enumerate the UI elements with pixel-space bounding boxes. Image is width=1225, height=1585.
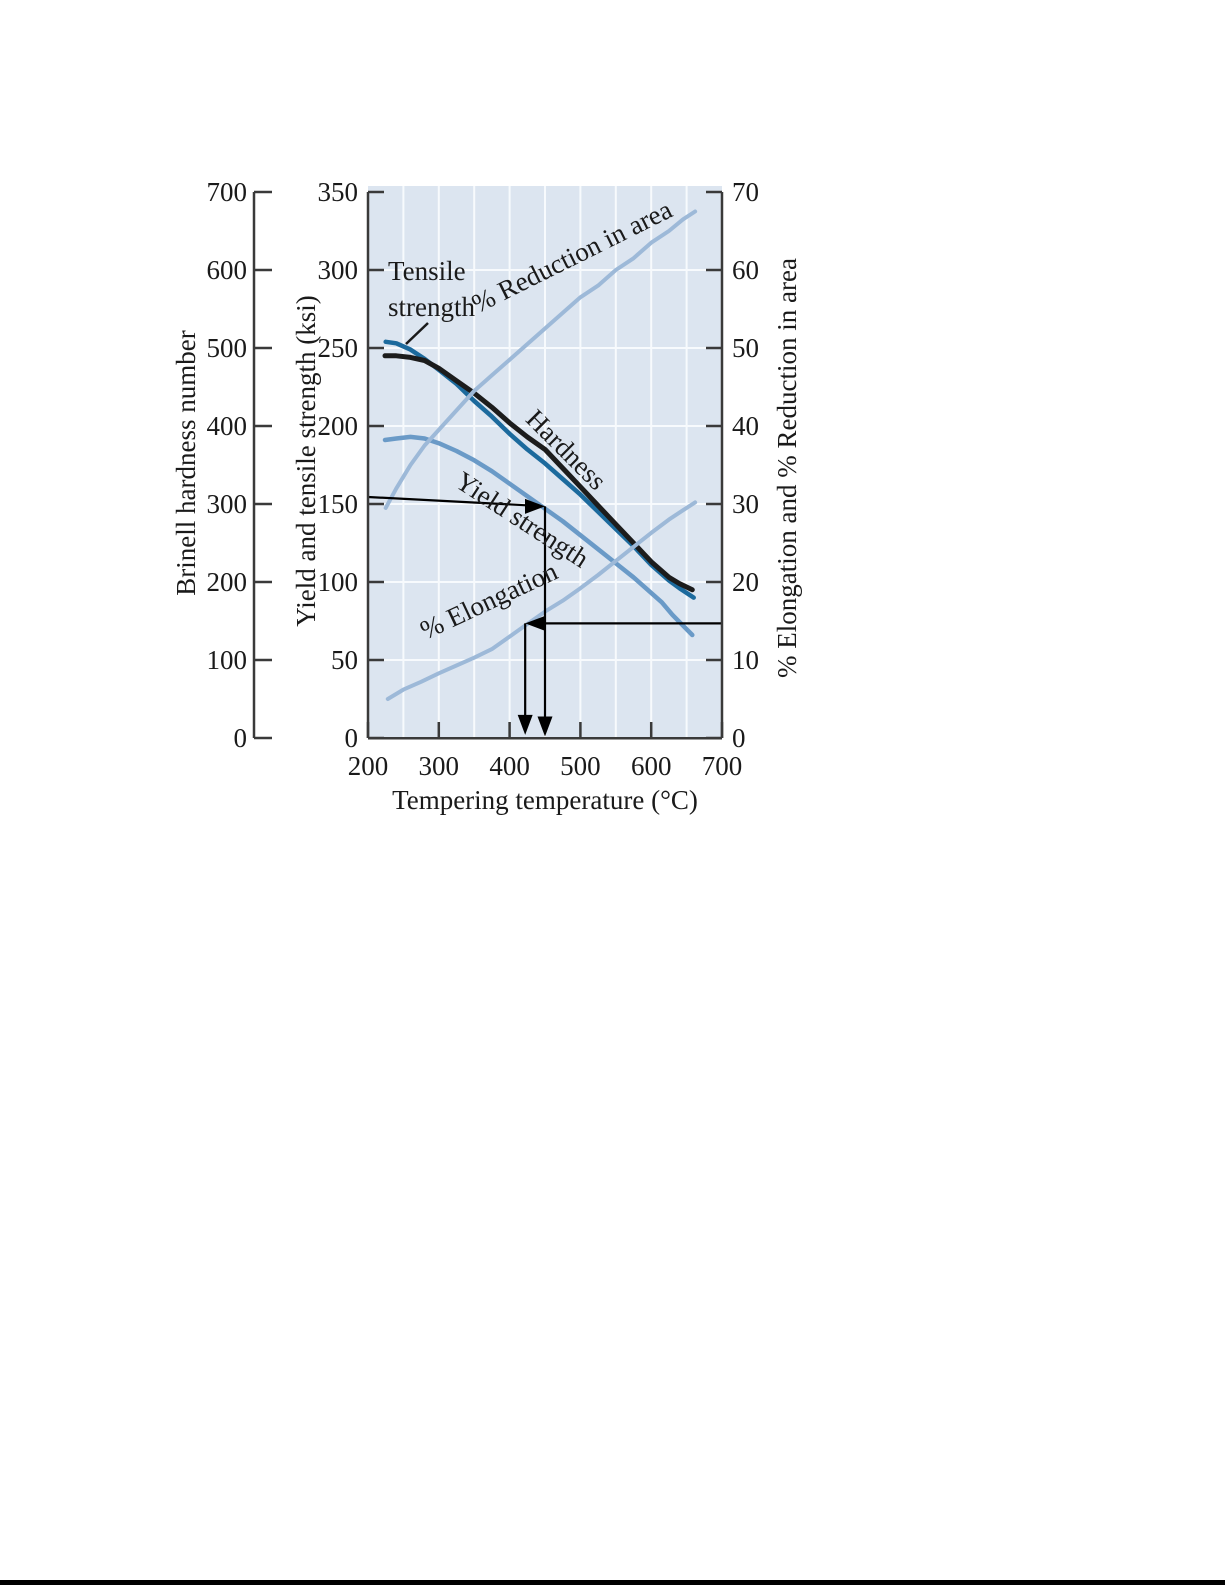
ksi-tick-label: 250 [317,333,359,363]
temperature-tick-label: 500 [560,751,601,781]
temperature-tick-label: 300 [418,751,460,781]
x-axis-title: Tempering temperature (°C) [392,785,698,815]
percent-tick-label: 40 [732,411,759,441]
curve-reduction-in-area [383,209,698,510]
percent-tick-label: 50 [732,333,759,363]
brinell-tick-label: 700 [206,177,248,207]
tensile-leader-line [405,322,429,345]
percent-tick-label: 60 [732,255,759,285]
tensile-strength-curve-label: Tensile strength [388,253,475,325]
temperature-tick-label: 600 [630,751,672,781]
curve-hardness [382,353,695,593]
temperature-tick-label: 700 [701,751,743,781]
brinell-tick-label: 400 [206,411,248,441]
elongation-drop-arrowhead [517,714,533,735]
ksi-tick-label: 100 [317,567,359,597]
ksi-tick-label: 150 [317,489,359,519]
elongation-pointer-arrowhead [525,615,546,631]
brinell-tick-label: 500 [206,333,248,363]
tensile-strength-curve-label-line2: strength [388,292,475,322]
ksi-tick-label: 50 [331,645,358,675]
brinell-axis-title: Brinell hardness number [171,330,201,596]
ksi-tick-label: 0 [344,723,359,753]
yield-pointer-line [367,495,532,507]
brinell-tick-label: 100 [206,645,248,675]
temperature-tick-label: 400 [489,751,530,781]
temperature-tick-label: 200 [347,751,389,781]
percent-tick-label: 10 [732,645,759,675]
ksi-tick-label: 350 [317,177,359,207]
brinell-tick-label: 300 [206,489,248,519]
ksi-axis-title: Yield and tensile strength (ksi) [291,295,321,627]
percent-axis-title: % Elongation and % Reduction in area [772,258,802,678]
tensile-strength-curve-label-line1: Tensile [388,256,466,286]
ksi-tick-label: 200 [317,411,359,441]
brinell-tick-label: 0 [233,723,248,753]
ksi-tick-label: 300 [317,255,359,285]
yield-drop-arrowhead [537,716,553,737]
percent-tick-label: 20 [732,567,759,597]
page-bottom-rule [0,1580,1225,1585]
brinell-tick-label: 600 [206,255,248,285]
brinell-tick-label: 200 [206,567,248,597]
yield-pointer-arrowhead [525,498,545,514]
percent-tick-label: 30 [732,489,759,519]
percent-tick-label: 70 [732,177,759,207]
percent-tick-label: 0 [732,723,746,753]
